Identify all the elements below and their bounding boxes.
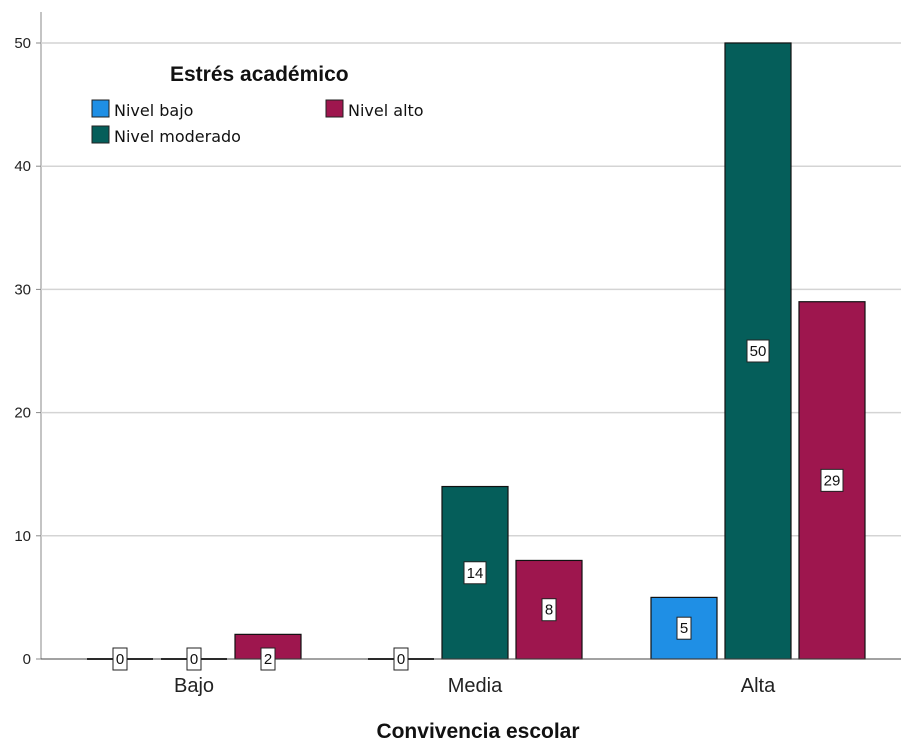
data-label-alta-nivel-moderado: 50 [750,343,767,360]
x-category-label-alta: Alta [741,675,776,697]
bars [87,42,866,660]
data-label-box-media-nivel-bajo [393,647,409,671]
legend-title: Estrés académico [170,63,349,86]
data-label-alta-nivel-bajo: 5 [680,620,688,637]
y-tick-label-40: 40 [14,158,31,175]
legend-label-nivel-bajo: Nivel bajo [114,101,193,120]
x-category-labels: Bajo Media Alta [174,675,776,697]
x-category-label-media: Media [448,675,503,697]
y-tick-label-30: 30 [14,281,31,298]
y-tick-label-0: 0 [23,651,31,668]
legend-swatch-nivel-alto [325,99,344,118]
data-label-box-media-nivel-moderado [463,561,487,585]
data-label-box-bajo-nivel-alto [260,647,276,671]
x-axis-title: Convivencia escolar [376,720,579,743]
data-label-bajo-nivel-bajo: 0 [116,651,124,668]
legend-label-nivel-alto: Nivel alto [348,101,424,120]
data-label-box-alta-nivel-moderado [746,339,770,363]
data-label-bajo-nivel-alto: 2 [264,651,272,668]
data-label-box-media-nivel-alto [541,598,557,622]
legend-label-nivel-moderado: Nivel moderado [114,127,241,146]
data-label-media-nivel-moderado: 14 [467,565,484,582]
y-tick-label-50: 50 [14,35,31,52]
data-label-box-alta-nivel-bajo [676,616,692,640]
data-label-media-nivel-alto: 8 [545,602,553,619]
data-label-box-bajo-nivel-moderado [186,647,202,671]
data-label-media-nivel-bajo: 0 [397,651,405,668]
x-category-label-bajo: Bajo [174,675,214,697]
y-tick-label-20: 20 [14,405,31,422]
data-label-box-alta-nivel-alto [820,468,844,492]
y-tick-label-10: 10 [14,528,31,545]
legend-swatch-nivel-moderado [91,125,110,144]
data-label-alta-nivel-alto: 29 [824,472,841,489]
data-label-bajo-nivel-moderado: 0 [190,651,198,668]
legend-swatch-nivel-bajo [91,99,110,118]
legend: Estrés académico Nivel bajo Nivel modera… [91,63,424,146]
y-tick-labels: 0 10 20 30 40 50 [14,35,41,668]
data-label-box-bajo-nivel-bajo [112,647,128,671]
